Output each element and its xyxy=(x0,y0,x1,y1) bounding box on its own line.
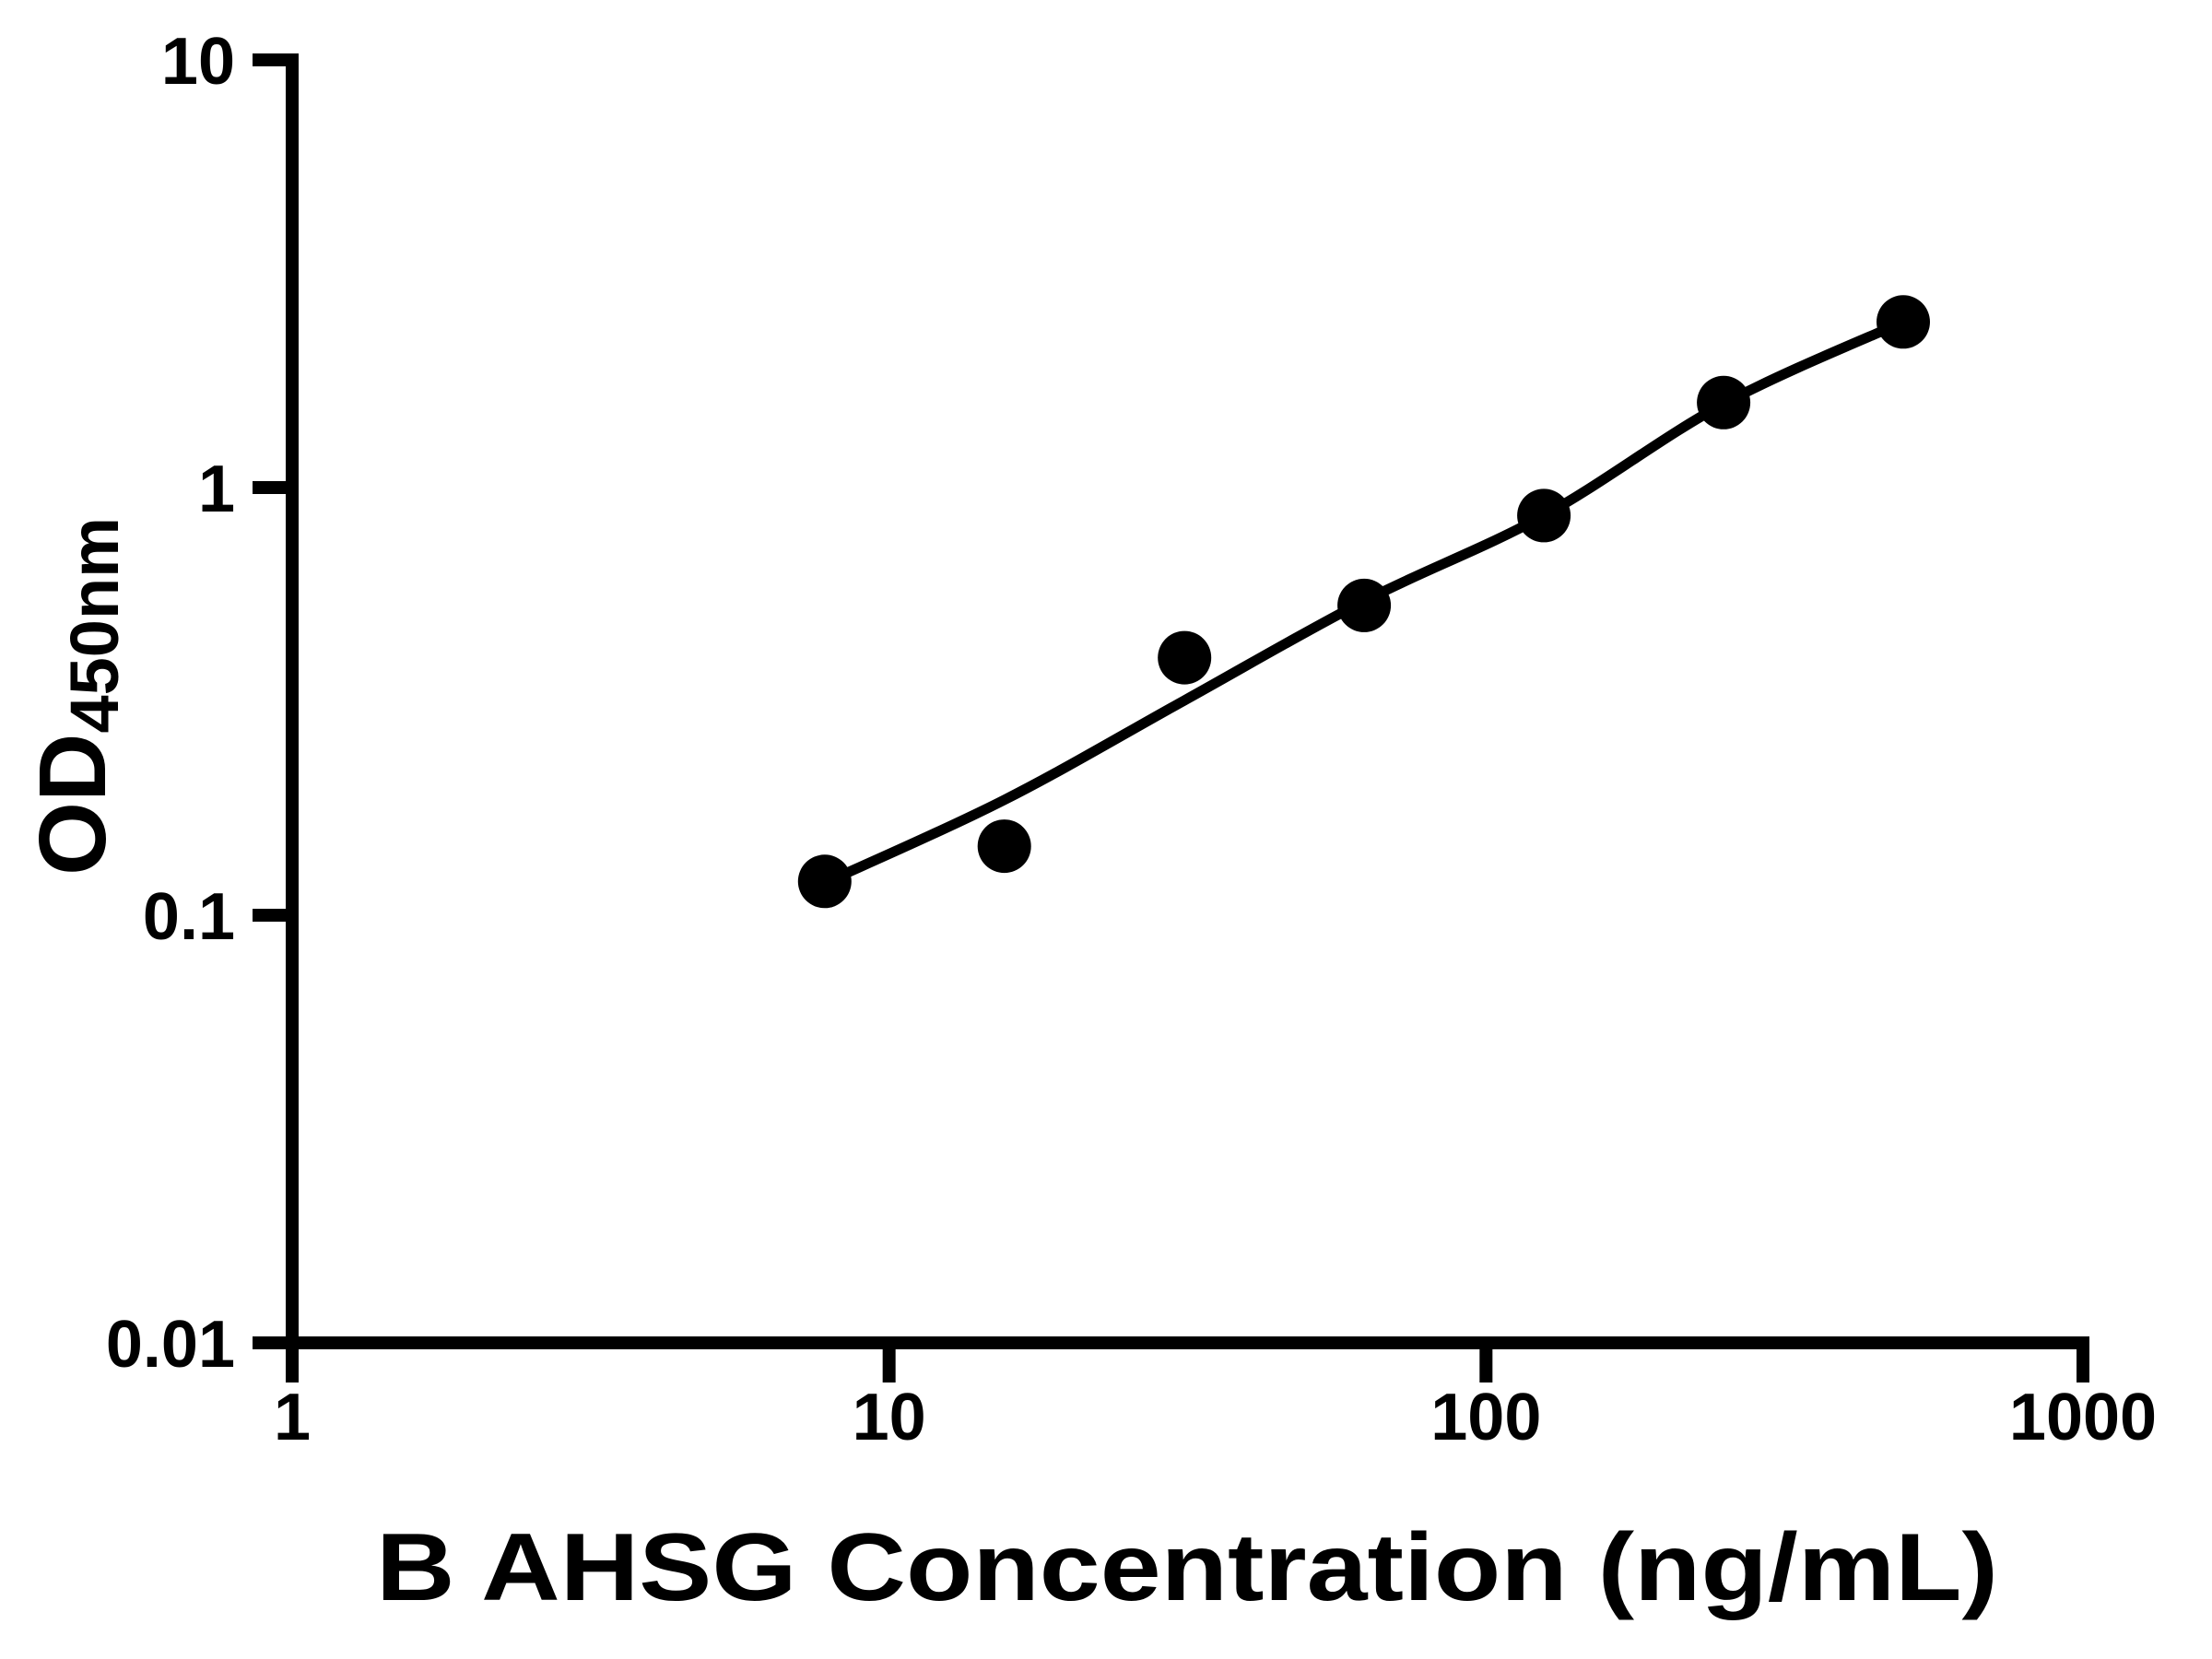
data-point xyxy=(977,819,1031,874)
axis-tick-labels: 0.01 0.1 1 10 1 10 100 1000 xyxy=(106,25,2157,1454)
y-axis-title-sub: 450nm xyxy=(56,517,133,733)
data-point xyxy=(1517,488,1571,543)
data-point xyxy=(1697,375,1751,429)
y-tick-label: 0.1 xyxy=(143,880,235,954)
y-axis-title: OD450nm xyxy=(19,517,133,876)
y-tick-label: 0.01 xyxy=(106,1308,235,1382)
data-point xyxy=(1337,578,1392,632)
x-tick-label: 1000 xyxy=(2009,1381,2157,1454)
axis-ticks xyxy=(253,53,2089,1382)
y-tick-label: 10 xyxy=(161,25,235,99)
data-series xyxy=(797,295,1930,909)
x-tick-label: 10 xyxy=(853,1381,926,1454)
x-axis-title: B AHSG Concentration (ng/mL) xyxy=(376,1514,1998,1621)
x-tick-label: 1 xyxy=(274,1381,311,1454)
data-point xyxy=(1158,630,1212,685)
axes xyxy=(286,53,2089,1349)
y-tick-label: 1 xyxy=(198,453,235,526)
data-point xyxy=(1877,295,1930,349)
x-tick-label: 100 xyxy=(1430,1381,1541,1454)
data-point xyxy=(797,854,852,909)
y-axis-title-main: OD xyxy=(19,734,125,877)
